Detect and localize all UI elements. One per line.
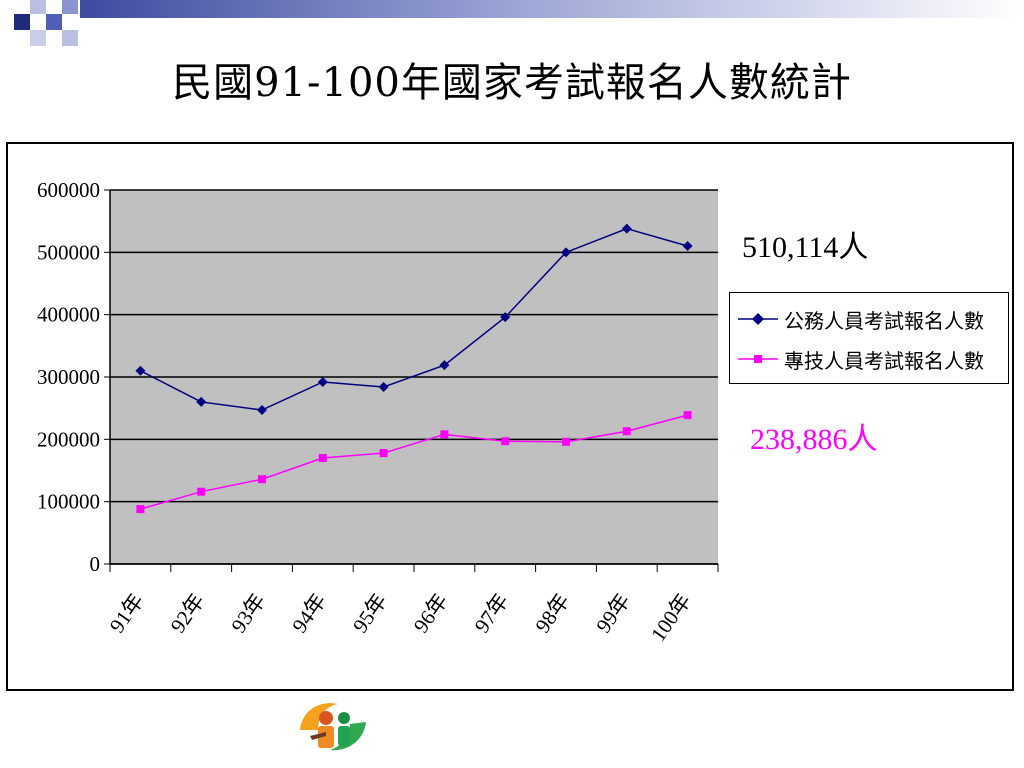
x-tick-label: 97年 [470,589,514,637]
x-tick-label: 93年 [226,589,270,637]
decorative-squares [14,0,1024,46]
data-point-tech [136,505,145,514]
y-tick-label: 300000 [37,365,100,389]
x-tick-label: 95年 [348,589,392,637]
chart-frame: 0 100000 200000 300000 400000 500000 600000 91年… [6,142,1014,691]
x-tick-label: 99年 [591,589,635,637]
data-point-tech [197,487,206,496]
x-tick-label: 96年 [409,589,453,637]
data-point-tech [562,437,570,446]
y-tick-label: 500000 [37,240,100,264]
data-point-tech [318,454,327,463]
x-tick-label: 91年 [105,589,149,637]
slide-title: 民國91-100年國家考試報名人數統計 [172,60,852,106]
y-tick-label: 100000 [37,490,100,514]
data-point-tech [440,430,449,439]
chart-legend: 公務人員考試報名人數 專技人員考試報名人數 [729,292,1009,384]
y-tick-label: 400000 [37,303,100,327]
data-point-gov [500,312,511,323]
x-tick-label: 100年 [646,589,696,646]
diamond-marker-icon [738,313,778,325]
series-line-tech [140,414,688,510]
series-line-gov [140,227,688,411]
data-point-gov [439,360,450,371]
data-point-gov [135,365,146,376]
data-point-gov [196,396,207,407]
callout-tech-total: 238,886人 [750,423,878,456]
legend-item-tech: 專技人員考試報名人數 [736,341,984,377]
data-point-gov [378,381,389,392]
data-point-tech [379,449,388,458]
callout-gov-total: 510,114人 [742,231,869,264]
organization-logo [300,703,366,751]
x-tick-label: 92年 [166,589,210,637]
y-tick-label: 200000 [37,427,100,451]
data-point-gov [561,247,571,258]
square-marker-icon [738,355,778,363]
y-tick-label: 0 [90,552,101,576]
data-point-gov [682,241,693,252]
data-point-tech [622,427,631,436]
x-tick-label: 98年 [530,589,574,637]
line-chart: 0 100000 200000 300000 400000 500000 600000 91年… [37,178,719,646]
legend-label-gov: 公務人員考試報名人數 [784,308,984,333]
y-tick-label: 600000 [37,178,100,202]
data-point-gov [257,405,267,416]
x-tick-label: 94年 [287,589,331,637]
data-point-gov [317,376,328,387]
data-point-tech [258,475,266,484]
data-point-tech [683,411,692,420]
legend-label-tech: 專技人員考試報名人數 [784,348,984,373]
data-point-gov [621,223,632,234]
legend-item-gov: 公務人員考試報名人數 [736,301,984,337]
data-point-tech [501,437,510,446]
